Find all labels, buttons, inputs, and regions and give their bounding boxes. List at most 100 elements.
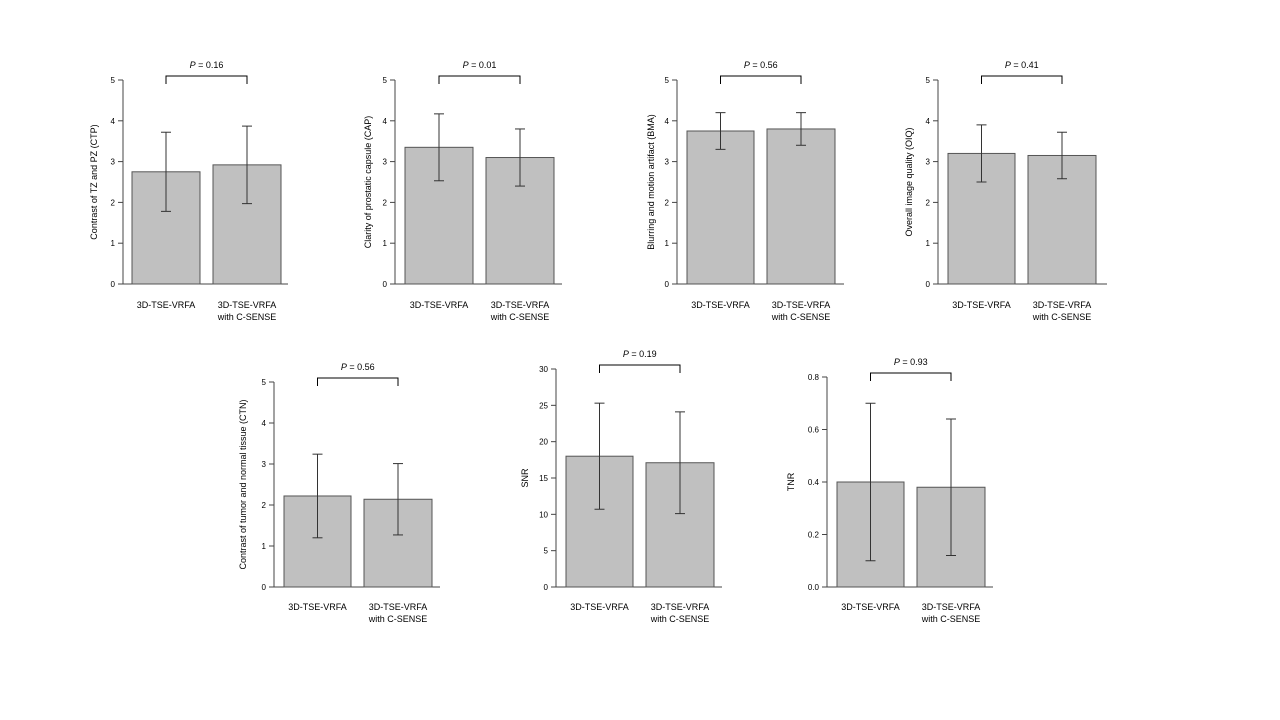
p-value-label: P = 0.16 bbox=[190, 60, 224, 70]
category-label: with C-SENSE bbox=[1032, 312, 1092, 322]
y-tick-label: 0 bbox=[544, 583, 549, 592]
category-label: 3D-TSE-VRFA bbox=[691, 300, 750, 310]
y-tick-label: 3 bbox=[665, 158, 670, 167]
bar bbox=[283, 495, 352, 588]
y-tick-label: 4 bbox=[383, 117, 388, 126]
y-tick-label: 0 bbox=[383, 280, 388, 289]
y-tick-label: 0.0 bbox=[808, 583, 820, 592]
category-label: 3D-TSE-VRFA bbox=[952, 300, 1011, 310]
chart-panel-4: 0 1 2 3 4 5 Overall image quality (OIQ) 3D-TSE-… bbox=[904, 60, 1107, 322]
p-symbol: P bbox=[341, 362, 347, 372]
y-axis-label: Contrast of tumor and normal tissue (CTN… bbox=[238, 399, 248, 569]
chart-panel-6: 0 5 10 15 20 25 30 SNR 3D-TSE-VRFA 3D-TSE-VRFA wit… bbox=[520, 349, 722, 624]
significance-bracket bbox=[720, 75, 802, 84]
bar bbox=[363, 498, 433, 588]
y-tick-label: 2 bbox=[383, 198, 388, 207]
p-value: = 0.56 bbox=[750, 60, 778, 70]
y-axis-label: TNR bbox=[786, 472, 796, 491]
y-tick-label: 1 bbox=[926, 239, 931, 248]
category-label: with C-SENSE bbox=[217, 312, 277, 322]
category-label: 3D-TSE-VRFA bbox=[137, 300, 196, 310]
chart-panel-5: 0 1 2 3 4 5 Contrast of tumor and normal tissu… bbox=[238, 362, 440, 624]
bar bbox=[766, 128, 836, 285]
category-label: with C-SENSE bbox=[490, 312, 550, 322]
y-tick-label: 3 bbox=[926, 158, 931, 167]
category-label: with C-SENSE bbox=[650, 614, 710, 624]
significance-bracket bbox=[165, 75, 248, 84]
significance-bracket bbox=[870, 372, 952, 381]
y-tick-label: 5 bbox=[544, 547, 549, 556]
y-tick-label: 5 bbox=[262, 378, 267, 387]
y-tick-label: 25 bbox=[539, 401, 548, 410]
y-tick-label: 4 bbox=[111, 117, 116, 126]
chart-panel-1: 0 1 2 3 4 5 Contrast of TZ and PZ (CTP) 3D-TSE-… bbox=[89, 60, 288, 322]
significance-bracket bbox=[599, 364, 681, 373]
y-tick-label: 1 bbox=[262, 542, 267, 551]
chart-panel-3: 0 1 2 3 4 5 Blurring and motion artifact (BMA)… bbox=[646, 60, 844, 322]
y-tick-label: 3 bbox=[111, 158, 116, 167]
category-label: with C-SENSE bbox=[921, 614, 981, 624]
y-axis-label: Clarity of prostatic capsule (CAP) bbox=[363, 116, 373, 249]
p-value: = 0.19 bbox=[629, 349, 657, 359]
category-label: 3D-TSE-VRFA bbox=[1033, 300, 1092, 310]
p-value-label: P = 0.93 bbox=[894, 357, 928, 367]
y-tick-label: 0.4 bbox=[808, 478, 820, 487]
p-symbol: P bbox=[463, 60, 469, 70]
y-axis-label: Contrast of TZ and PZ (CTP) bbox=[89, 124, 99, 239]
p-symbol: P bbox=[744, 60, 750, 70]
p-value-label: P = 0.19 bbox=[623, 349, 657, 359]
category-label: 3D-TSE-VRFA bbox=[369, 602, 428, 612]
category-label: 3D-TSE-VRFA bbox=[772, 300, 831, 310]
category-label: 3D-TSE-VRFA bbox=[218, 300, 277, 310]
y-tick-label: 0.2 bbox=[808, 531, 820, 540]
p-value-label: P = 0.56 bbox=[341, 362, 375, 372]
y-tick-label: 0.8 bbox=[808, 373, 820, 382]
p-value: = 0.01 bbox=[469, 60, 497, 70]
category-label: 3D-TSE-VRFA bbox=[410, 300, 469, 310]
y-tick-label: 0 bbox=[111, 280, 116, 289]
category-label: 3D-TSE-VRFA bbox=[570, 602, 629, 612]
y-tick-label: 5 bbox=[926, 76, 931, 85]
y-tick-label: 10 bbox=[539, 510, 548, 519]
y-tick-label: 2 bbox=[262, 501, 267, 510]
category-label: with C-SENSE bbox=[368, 614, 428, 624]
category-label: 3D-TSE-VRFA bbox=[491, 300, 550, 310]
p-symbol: P bbox=[190, 60, 196, 70]
p-value: = 0.41 bbox=[1011, 60, 1039, 70]
y-tick-label: 5 bbox=[665, 76, 670, 85]
significance-bracket bbox=[317, 377, 399, 386]
y-tick-label: 0 bbox=[262, 583, 267, 592]
y-tick-label: 0.6 bbox=[808, 426, 820, 435]
significance-bracket bbox=[438, 75, 521, 84]
category-label: 3D-TSE-VRFA bbox=[922, 602, 981, 612]
bar bbox=[686, 130, 755, 285]
y-tick-label: 4 bbox=[262, 419, 267, 428]
p-value-label: P = 0.56 bbox=[744, 60, 778, 70]
y-tick-label: 1 bbox=[383, 239, 388, 248]
p-symbol: P bbox=[894, 357, 900, 367]
y-tick-label: 1 bbox=[111, 239, 116, 248]
significance-bracket bbox=[981, 75, 1063, 84]
p-value: = 0.93 bbox=[900, 357, 928, 367]
y-tick-label: 0 bbox=[665, 280, 670, 289]
y-axis-label: Blurring and motion artifact (BMA) bbox=[646, 114, 656, 250]
p-value-label: P = 0.01 bbox=[463, 60, 497, 70]
y-tick-label: 30 bbox=[539, 365, 548, 374]
y-tick-label: 15 bbox=[539, 474, 548, 483]
y-tick-label: 1 bbox=[665, 239, 670, 248]
y-tick-label: 2 bbox=[111, 198, 116, 207]
p-symbol: P bbox=[623, 349, 629, 359]
category-label: 3D-TSE-VRFA bbox=[288, 602, 347, 612]
y-tick-label: 2 bbox=[926, 198, 931, 207]
y-tick-label: 5 bbox=[383, 76, 388, 85]
y-tick-label: 3 bbox=[383, 158, 388, 167]
y-tick-label: 20 bbox=[539, 438, 548, 447]
chart-panel-7: 0.0 0.2 0.4 0.6 0.8 TNR 3D-TSE-VRFA 3D-TSE-VRFA… bbox=[786, 357, 993, 624]
y-tick-label: 3 bbox=[262, 460, 267, 469]
category-label: 3D-TSE-VRFA bbox=[841, 602, 900, 612]
p-value: = 0.16 bbox=[196, 60, 224, 70]
p-value: = 0.56 bbox=[347, 362, 375, 372]
chart-panel-2: 0 1 2 3 4 5 Clarity of prostatic capsule (CAP)… bbox=[363, 60, 562, 322]
category-label: 3D-TSE-VRFA bbox=[651, 602, 710, 612]
